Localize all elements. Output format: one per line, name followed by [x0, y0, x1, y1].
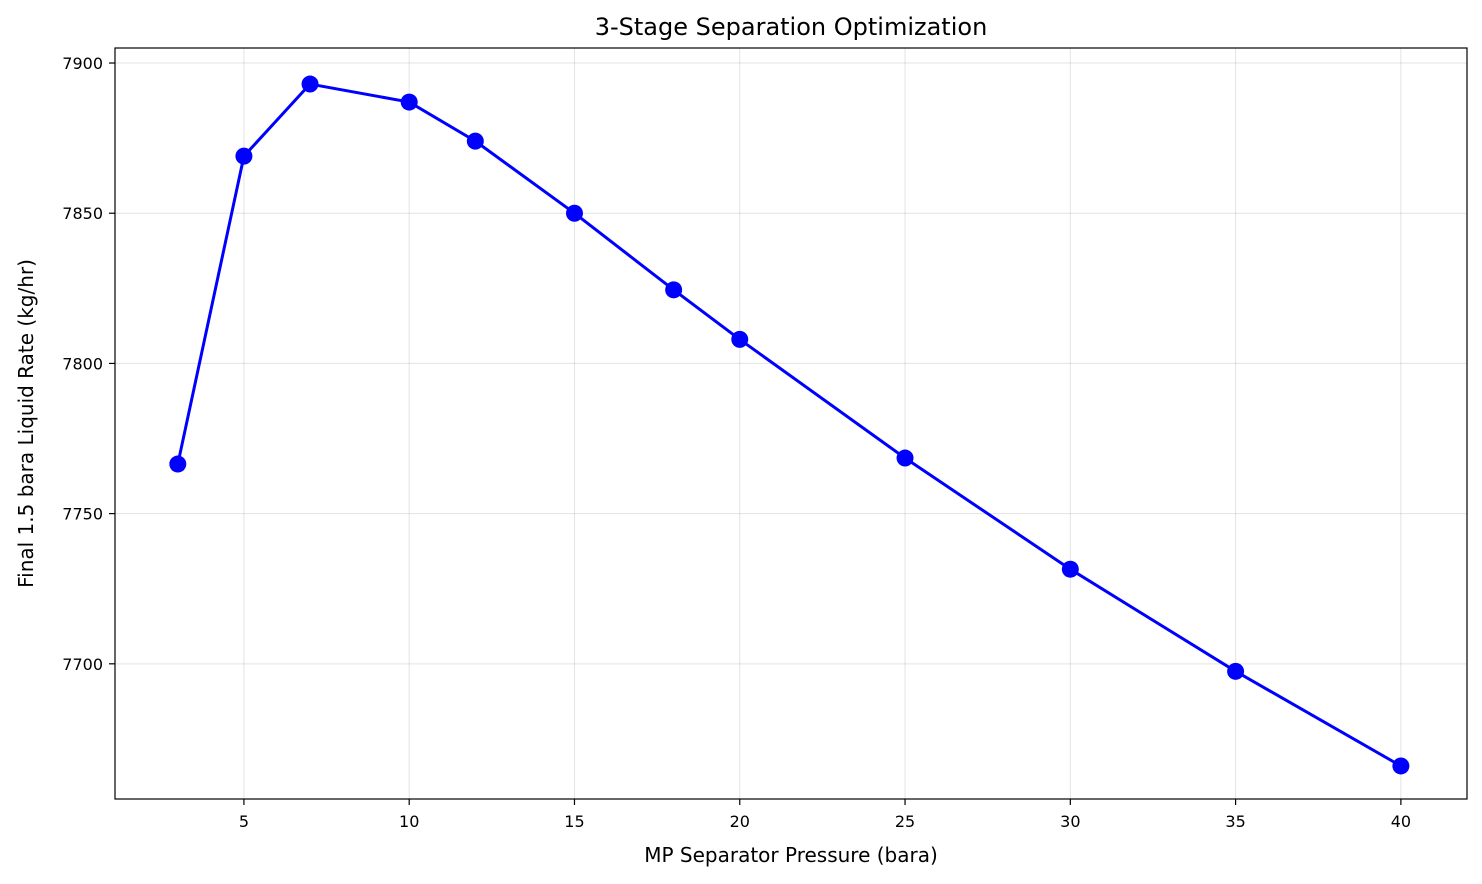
y-tick-label: 7850	[62, 204, 103, 223]
x-tick-label: 30	[1060, 812, 1080, 831]
y-axis-label: Final 1.5 bara Liquid Rate (kg/hr)	[14, 259, 38, 588]
data-point	[565, 204, 583, 222]
x-tick-label: 40	[1391, 812, 1411, 831]
y-tick-label: 7700	[62, 655, 103, 674]
x-tick-label: 35	[1225, 812, 1245, 831]
x-tick-label: 5	[239, 812, 249, 831]
chart-title: 3-Stage Separation Optimization	[595, 13, 988, 41]
data-point	[665, 281, 683, 299]
data-point	[235, 147, 253, 165]
x-axis-label: MP Separator Pressure (bara)	[644, 843, 938, 867]
data-point	[169, 455, 187, 473]
data-point	[896, 449, 914, 467]
data-point	[731, 330, 749, 348]
x-tick-label: 20	[730, 812, 750, 831]
y-tick-label: 7900	[62, 54, 103, 73]
data-point	[1061, 560, 1079, 578]
data-point	[466, 132, 484, 150]
data-point	[1227, 662, 1245, 680]
y-tick-label: 7800	[62, 354, 103, 373]
grid	[115, 48, 1467, 799]
data-point	[301, 75, 319, 93]
x-tick-label: 25	[895, 812, 915, 831]
data-point	[1392, 757, 1410, 775]
axis-ticks: 5 10 15 20 25 30 35 40 7700 7750 7800 7850 7900	[62, 54, 1411, 831]
series	[169, 75, 1410, 775]
data-point	[400, 93, 418, 111]
x-tick-label: 10	[399, 812, 419, 831]
x-tick-label: 15	[564, 812, 584, 831]
plot-frame	[114, 47, 1468, 800]
y-tick-label: 7750	[62, 505, 103, 524]
series-line	[176, 82, 1402, 768]
